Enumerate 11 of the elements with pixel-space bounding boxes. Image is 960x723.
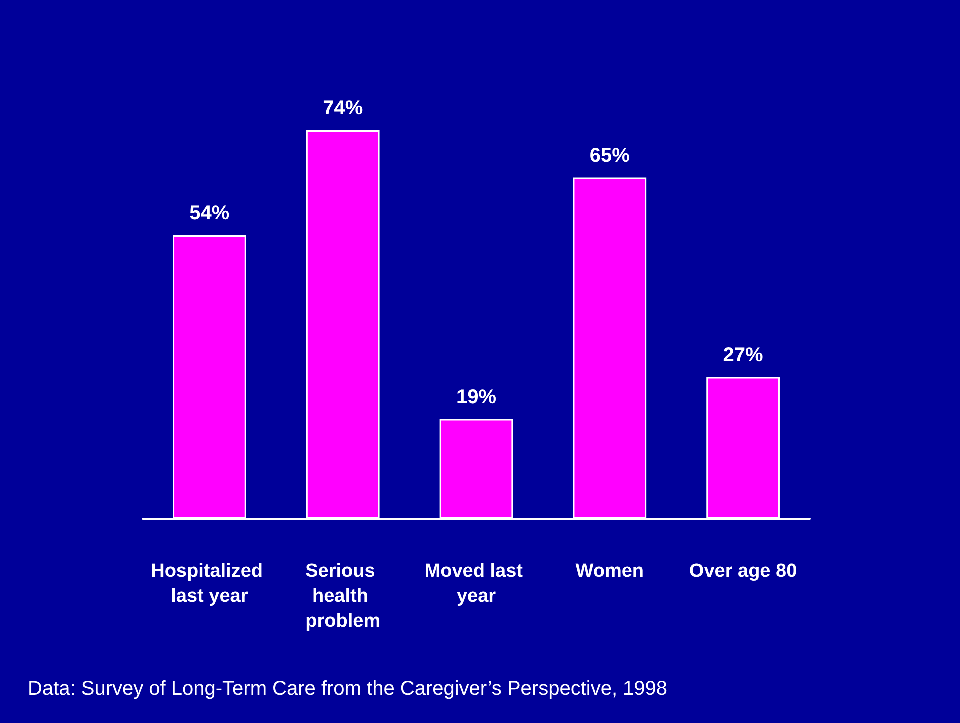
x-tick-label: Moved last year [424,561,528,607]
x-tick-label: Hospitalized last year [151,561,268,607]
data-label: 19% [456,386,497,408]
data-label: 74% [323,98,364,120]
x-tick-label: Over age 80 [689,561,798,582]
data-label: 54% [190,202,230,224]
x-tick-label: Serious health problem [306,561,381,632]
x-tick-label: Women [576,561,644,582]
data-label: 27% [723,344,764,366]
text: Data: Survey of Long-Term Care from the Caregiver’s Perspective, 1998 [28,678,668,700]
data-label: 65% [590,144,630,167]
